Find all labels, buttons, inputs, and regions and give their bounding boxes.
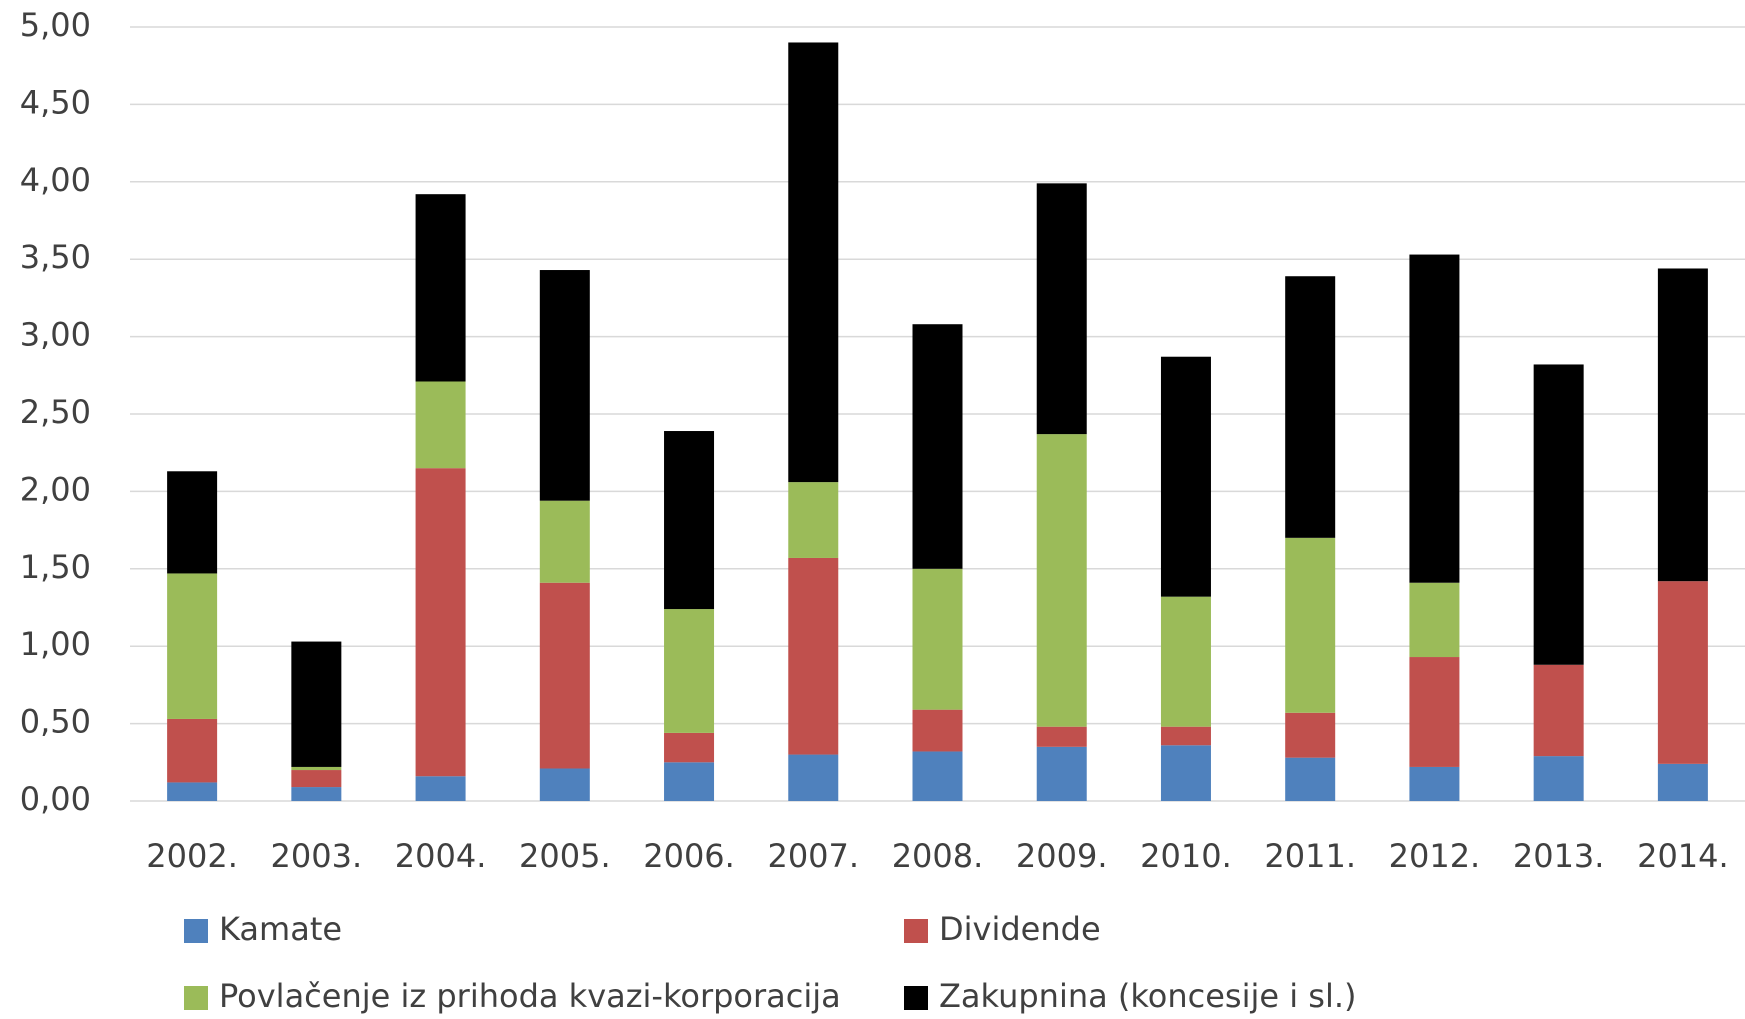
legend-swatch [904, 986, 928, 1010]
bar-segment [664, 609, 715, 733]
bar-segment [167, 471, 218, 574]
bar-segment [912, 568, 963, 710]
bar-segment [539, 500, 590, 583]
bar-segment [788, 482, 839, 558]
x-tick-label: 2002. [146, 837, 238, 875]
bar-segment [415, 776, 466, 801]
bar-segment [291, 641, 342, 767]
bar-segment [1657, 763, 1708, 801]
bar-segment [539, 270, 590, 501]
bar-segment [1285, 757, 1336, 801]
x-tick-label: 2004. [395, 837, 487, 875]
bar-segment [1533, 364, 1584, 665]
bar-segment [1657, 581, 1708, 764]
legend-swatch [184, 986, 208, 1010]
x-tick-label: 2011. [1264, 837, 1356, 875]
x-tick-label: 2014. [1637, 837, 1729, 875]
bar-segment [664, 732, 715, 763]
x-tick-label: 2010. [1140, 837, 1232, 875]
legend-label: Kamate [219, 910, 342, 948]
bar-segment [539, 768, 590, 801]
bar-segment [1533, 664, 1584, 757]
bar-segment [1036, 434, 1087, 727]
bar-segment [1160, 745, 1211, 801]
legend-swatch [184, 919, 208, 943]
legend-label: Povlačenje iz prihoda kvazi-korporacija [219, 977, 841, 1015]
bar-segment [291, 787, 342, 801]
y-tick-label: 4,50 [20, 83, 91, 121]
bar-segment [1036, 183, 1087, 435]
bar-segment [912, 751, 963, 801]
x-tick-label: 2009. [1016, 837, 1108, 875]
bar-segment [1533, 756, 1584, 801]
y-tick-label: 5,00 [20, 6, 91, 44]
x-tick-label: 2005. [519, 837, 611, 875]
bar-segment [912, 709, 963, 752]
y-tick-label: 0,00 [20, 780, 91, 818]
bar-segment [1409, 657, 1460, 767]
bar-segment [1657, 268, 1708, 582]
bar-segment [1285, 276, 1336, 538]
bar-segment [415, 194, 466, 382]
y-tick-label: 2,00 [20, 470, 91, 508]
y-tick-label: 2,50 [20, 393, 91, 431]
bar-segment [788, 754, 839, 801]
x-tick-label: 2007. [767, 837, 859, 875]
bar-segment [664, 762, 715, 801]
x-tick-label: 2003. [271, 837, 363, 875]
bar-segment [1160, 356, 1211, 597]
legend-label: Dividende [939, 910, 1101, 948]
y-tick-label: 4,00 [20, 161, 91, 199]
bar-segment [788, 557, 839, 755]
bar-segment [1285, 712, 1336, 758]
bar-segment [167, 573, 218, 719]
bar-segment [1285, 537, 1336, 713]
y-tick-label: 1,00 [20, 625, 91, 663]
bar-segment [1409, 766, 1460, 801]
y-tick-label: 3,00 [20, 316, 91, 354]
bar-segment [415, 381, 466, 469]
bar-segment [1160, 596, 1211, 727]
x-tick-label: 2006. [643, 837, 735, 875]
legend-label: Zakupnina (koncesije i sl.) [939, 977, 1357, 1015]
bar-segment [788, 42, 839, 483]
bar-segment [1409, 254, 1460, 583]
y-tick-label: 0,50 [20, 703, 91, 741]
bar-segment [1409, 582, 1460, 658]
x-tick-label: 2013. [1513, 837, 1605, 875]
y-tick-label: 1,50 [20, 548, 91, 586]
bar-segment [664, 431, 715, 610]
x-tick-label: 2012. [1389, 837, 1481, 875]
x-tick-label: 2008. [892, 837, 984, 875]
bar-segment [1036, 726, 1087, 747]
bar-segment [1036, 746, 1087, 801]
bar-segment [291, 766, 342, 771]
bar-segment [1160, 726, 1211, 746]
legend-swatch [904, 919, 928, 943]
bar-segment [291, 770, 342, 788]
bar-segment [167, 718, 218, 783]
bar-segment [167, 782, 218, 801]
bar-segment [415, 468, 466, 777]
y-tick-label: 3,50 [20, 238, 91, 276]
bar-segment [539, 582, 590, 769]
bar-segment [912, 324, 963, 569]
